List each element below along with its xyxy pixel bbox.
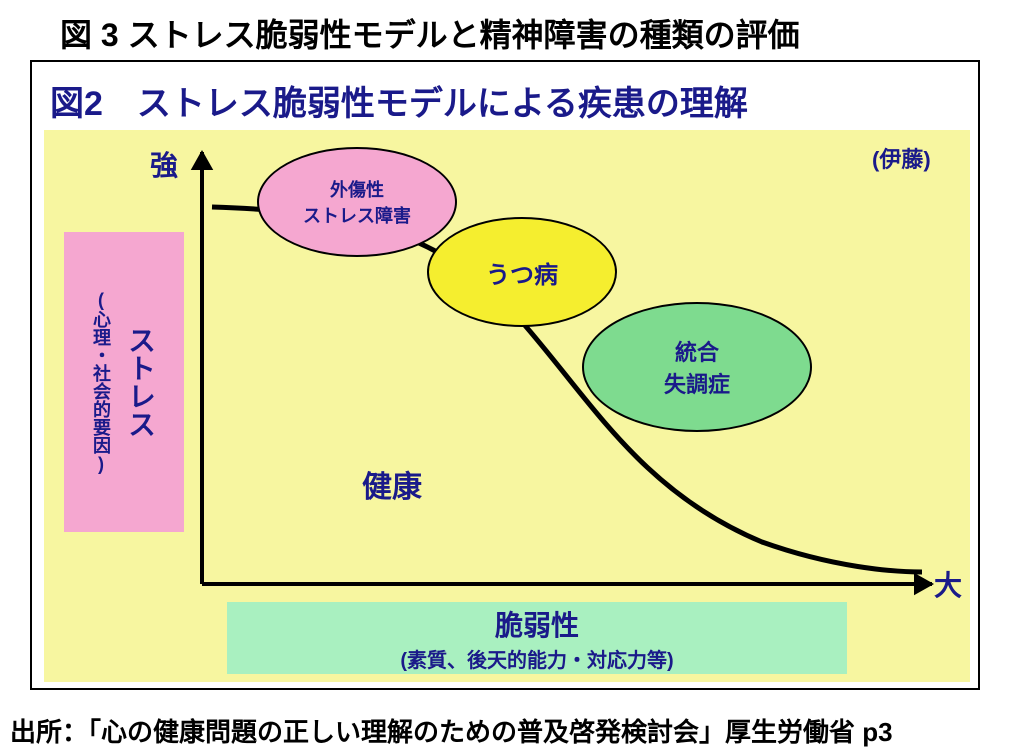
ellipse-schizophrenia: 統合失調症 xyxy=(582,302,812,432)
source-citation: 出所：「心の健康問題の正しい理解のための普及啓発検討会」厚生労働省 p3 xyxy=(10,712,893,749)
x-large-label: 大 xyxy=(934,564,962,604)
ellipse-trauma: 外傷性ストレス障害 xyxy=(257,147,457,257)
inner-title: 図2 ストレス脆弱性モデルによる疾患の理解 xyxy=(50,76,748,125)
figure-frame: 図2 ストレス脆弱性モデルによる疾患の理解 (伊藤) 強 大 (心理・社会的要因… xyxy=(30,60,980,690)
attribution-label: (伊藤) xyxy=(872,142,931,174)
y-axis-sub: (心理・社会的要因) xyxy=(88,290,114,474)
x-axis-main: 脆弱性 xyxy=(495,604,579,644)
plot-area: (伊藤) 強 大 (心理・社会的要因) ストレス 脆弱性 (素質、後天的能力・対… xyxy=(44,130,970,682)
x-axis-sub: (素質、後天的能力・対応力等) xyxy=(400,644,673,673)
y-axis-box: (心理・社会的要因) ストレス xyxy=(64,232,184,532)
y-axis-main: ストレス xyxy=(120,326,160,438)
outer-title: 図 3 ストレス脆弱性モデルと精神障害の種類の評価 xyxy=(60,10,800,56)
healthy-label: 健康 xyxy=(362,462,422,506)
y-strong-label: 強 xyxy=(150,144,178,184)
x-axis-box: 脆弱性 (素質、後天的能力・対応力等) xyxy=(227,602,847,674)
ellipse-depression: うつ病 xyxy=(427,217,617,327)
